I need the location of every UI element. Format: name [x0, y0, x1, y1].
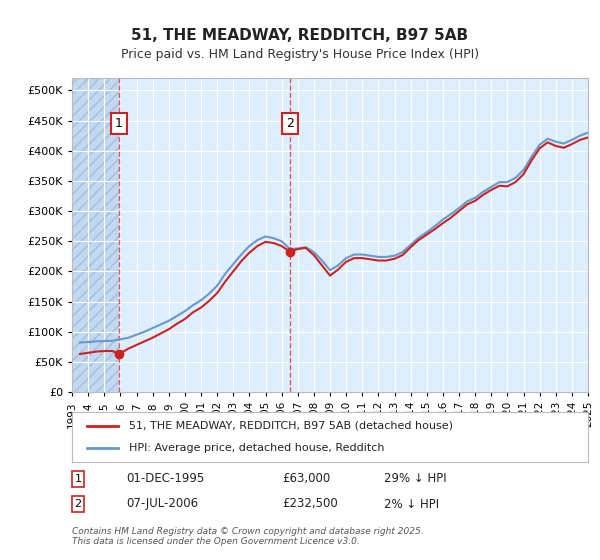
Text: Contains HM Land Registry data © Crown copyright and database right 2025.
This d: Contains HM Land Registry data © Crown c…: [72, 526, 424, 546]
Text: 51, THE MEADWAY, REDDITCH, B97 5AB (detached house): 51, THE MEADWAY, REDDITCH, B97 5AB (deta…: [129, 421, 453, 431]
Text: 2: 2: [286, 117, 294, 130]
Text: Price paid vs. HM Land Registry's House Price Index (HPI): Price paid vs. HM Land Registry's House …: [121, 48, 479, 60]
Text: 51, THE MEADWAY, REDDITCH, B97 5AB: 51, THE MEADWAY, REDDITCH, B97 5AB: [131, 28, 469, 43]
Text: 1: 1: [115, 117, 123, 130]
Text: 01-DEC-1995: 01-DEC-1995: [126, 472, 204, 486]
Text: 07-JUL-2006: 07-JUL-2006: [126, 497, 198, 511]
Text: 2: 2: [74, 499, 82, 509]
Text: 29% ↓ HPI: 29% ↓ HPI: [384, 472, 446, 486]
Text: 2% ↓ HPI: 2% ↓ HPI: [384, 497, 439, 511]
Text: £63,000: £63,000: [282, 472, 330, 486]
Text: £232,500: £232,500: [282, 497, 338, 511]
Text: HPI: Average price, detached house, Redditch: HPI: Average price, detached house, Redd…: [129, 443, 384, 453]
Text: 1: 1: [74, 474, 82, 484]
Bar: [72, 78, 119, 392]
